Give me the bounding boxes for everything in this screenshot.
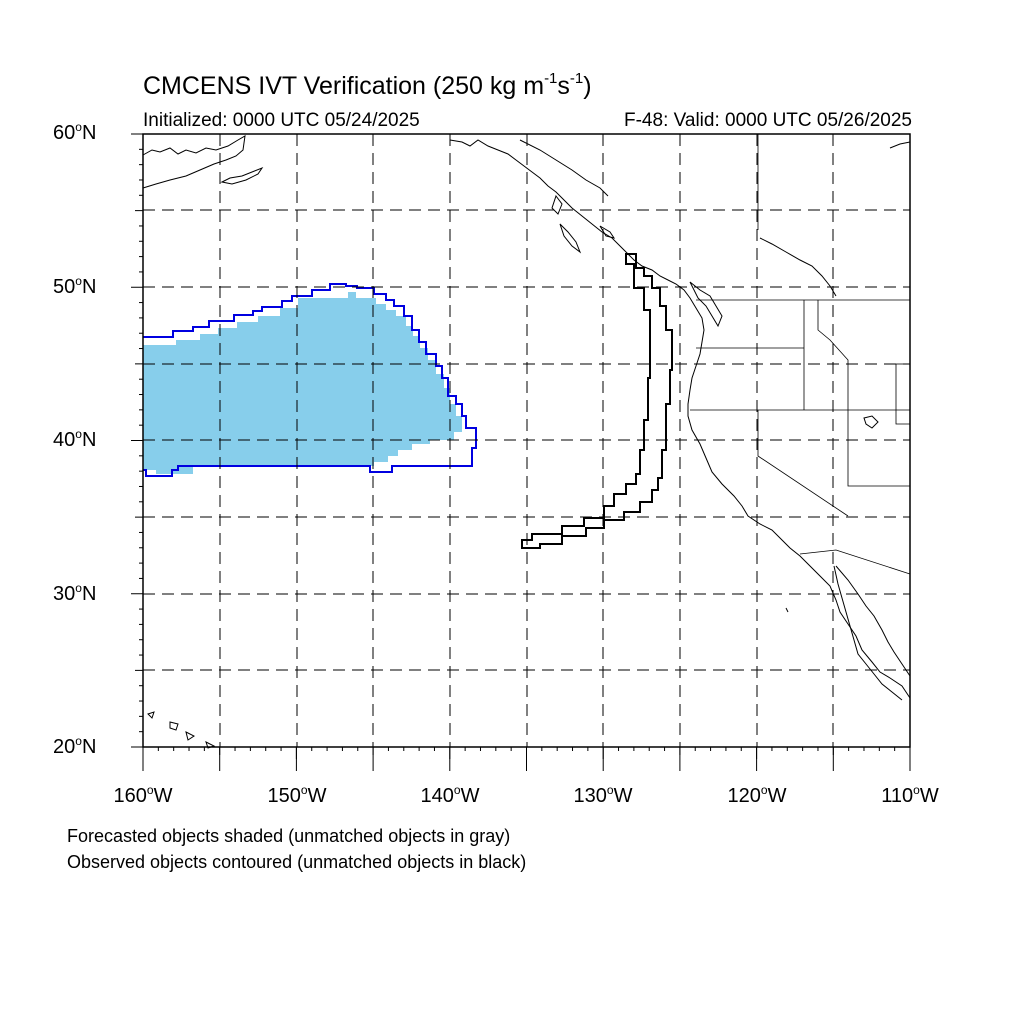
lat-label-50n: 50oN bbox=[53, 274, 97, 298]
lon-label-130w: 130oW bbox=[573, 783, 633, 807]
lat-label-30n: 30oN bbox=[53, 581, 97, 605]
lat-label-60n: 60oN bbox=[53, 120, 97, 144]
coastlines bbox=[142, 135, 911, 749]
initialized-time: Initialized: 0000 UTC 05/24/2025 bbox=[143, 110, 420, 131]
note-forecast-shading: Forecasted objects shaded (unmatched obj… bbox=[67, 826, 511, 846]
graticule bbox=[143, 134, 910, 747]
lon-label-120w: 120oW bbox=[727, 783, 787, 807]
lat-label-20n: 20oN bbox=[53, 734, 97, 758]
lon-label-150w: 150oW bbox=[267, 783, 327, 807]
forecast-object-shaded bbox=[143, 292, 462, 474]
lon-label-140w: 140oW bbox=[420, 783, 480, 807]
axis-ticks bbox=[131, 133, 911, 771]
plot-title: CMCENS IVT Verification (250 kg m-1s-1) bbox=[143, 69, 592, 100]
observed-object-matched-contour bbox=[143, 283, 477, 477]
note-observed-contours: Observed objects contoured (unmatched ob… bbox=[67, 852, 527, 872]
observed-object-unmatched-contour bbox=[521, 253, 673, 549]
valid-time: F-48: Valid: 0000 UTC 05/26/2025 bbox=[624, 110, 912, 131]
lat-label-40n: 40oN bbox=[53, 427, 97, 451]
political-borders bbox=[690, 134, 911, 575]
lon-label-160w: 160oW bbox=[113, 783, 173, 807]
lon-label-110w: 110oW bbox=[881, 783, 939, 807]
